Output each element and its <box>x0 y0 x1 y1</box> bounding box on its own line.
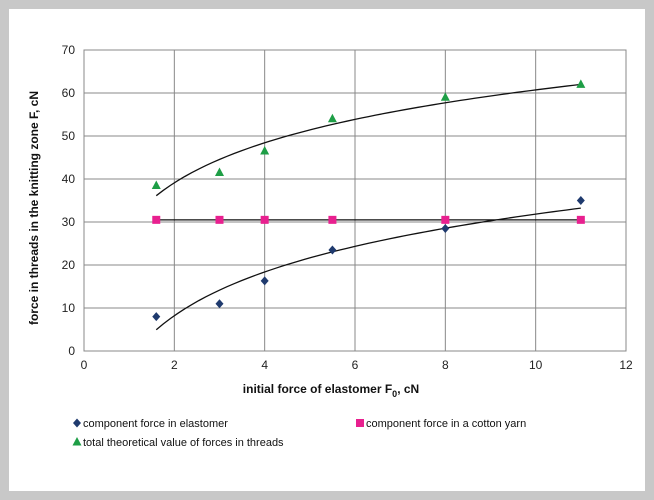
y-tick-label: 30 <box>62 215 76 229</box>
legend-triangle-icon <box>72 437 82 446</box>
y-tick-label: 10 <box>62 301 76 315</box>
triangle-point <box>260 146 270 155</box>
legend-square-icon <box>356 419 364 427</box>
y-tick-label: 0 <box>68 344 75 358</box>
data-points <box>151 79 586 322</box>
legend: component force in elastomer component fo… <box>72 418 526 449</box>
square-point <box>441 215 450 224</box>
diamond-point <box>152 312 161 322</box>
chart-svg: 0 2 4 6 8 10 12 0 10 20 30 40 50 60 70 initial force … <box>27 43 633 449</box>
triangle-point <box>151 180 161 189</box>
legend-label: total theoretical value of forces in thr… <box>83 437 284 449</box>
trendline-series-0 <box>155 207 581 331</box>
diamond-point <box>215 299 224 309</box>
x-tick-label: 6 <box>352 358 359 372</box>
trendline-series-2 <box>155 83 581 197</box>
x-tick-label: 0 <box>81 358 88 372</box>
y-tick-label: 60 <box>62 86 76 100</box>
legend-label: component force in elastomer <box>83 418 228 430</box>
legend-label: component force in a cotton yarn <box>366 418 526 430</box>
x-axis-title: initial force of elastomer F0, cN <box>243 382 419 399</box>
x-tick-label: 4 <box>261 358 268 372</box>
diamond-point <box>576 196 585 205</box>
x-tick-label: 2 <box>171 358 178 372</box>
square-point <box>576 215 585 224</box>
plot-border <box>83 49 627 352</box>
y-axis-title: force in threads in the knitting zone F,… <box>27 91 41 325</box>
diamond-point <box>441 223 450 233</box>
x-tick-label: 8 <box>442 358 449 372</box>
x-axis-ticks: 0 2 4 6 8 10 12 <box>81 358 633 372</box>
chart-area: 0 2 4 6 8 10 12 0 10 20 30 40 50 60 70 initial force … <box>9 9 645 491</box>
legend-diamond-icon <box>73 418 81 428</box>
square-point <box>328 215 337 224</box>
trendlines <box>155 83 581 331</box>
diamond-point <box>328 245 337 255</box>
triangle-point <box>576 79 586 88</box>
x-tick-label: 12 <box>619 358 633 372</box>
y-tick-label: 70 <box>62 43 76 57</box>
triangle-point <box>327 113 337 123</box>
diamond-point <box>260 276 269 286</box>
triangle-point <box>440 92 450 101</box>
x-tick-label: 10 <box>529 358 543 372</box>
y-tick-label: 40 <box>62 172 76 186</box>
grid-lines <box>83 49 627 352</box>
y-axis-ticks: 0 10 20 30 40 50 60 70 <box>62 43 76 358</box>
square-point <box>152 215 161 224</box>
triangle-point <box>215 167 224 177</box>
square-point <box>215 215 224 224</box>
y-tick-label: 50 <box>62 129 76 143</box>
y-tick-label: 20 <box>62 258 76 272</box>
square-point <box>260 215 269 224</box>
